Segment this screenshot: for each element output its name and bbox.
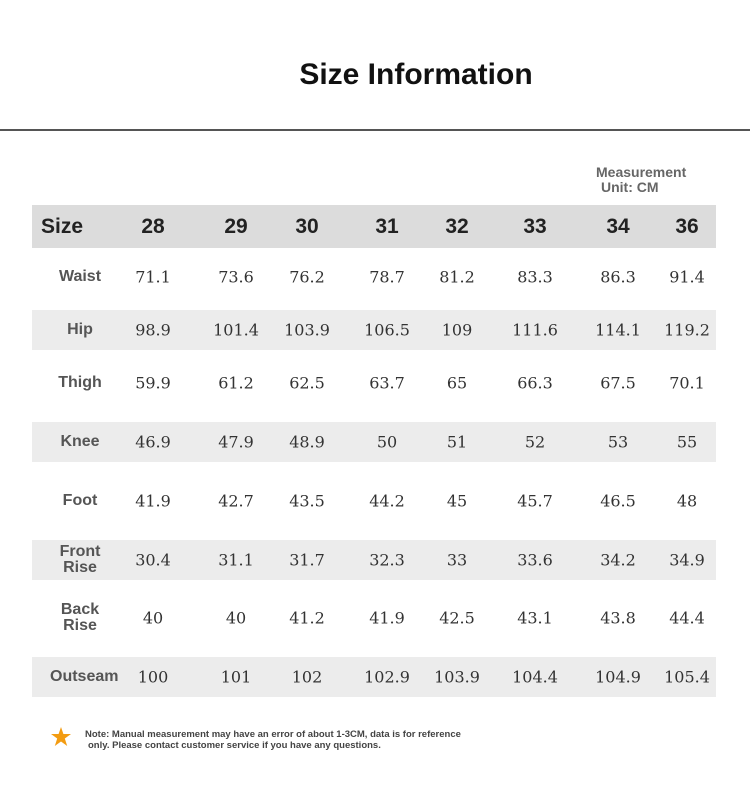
table-cell: 101.4 bbox=[213, 320, 259, 340]
table-cell: 43.8 bbox=[600, 608, 636, 628]
unit-line: Unit: CM bbox=[601, 179, 659, 195]
table-cell: 34.9 bbox=[669, 550, 705, 570]
table-cell: 53 bbox=[607, 432, 629, 452]
column-header: 33 bbox=[523, 215, 547, 238]
table-cell: 103.9 bbox=[284, 320, 330, 340]
table-cell: 31.7 bbox=[289, 550, 325, 570]
table-cell: 40 bbox=[142, 608, 164, 628]
table-cell: 104.4 bbox=[512, 667, 558, 687]
column-header: 28 bbox=[141, 215, 165, 238]
table-cell: 76.2 bbox=[289, 267, 325, 287]
row-label: Foot bbox=[62, 492, 98, 509]
title: Size Information bbox=[299, 58, 533, 91]
table-cell: 78.7 bbox=[369, 267, 405, 287]
table-cell: 46.5 bbox=[600, 491, 636, 511]
table-cell: 42.5 bbox=[439, 608, 475, 628]
column-header: 30 bbox=[295, 215, 319, 238]
row-band bbox=[32, 540, 716, 580]
table-cell: 71.1 bbox=[135, 267, 171, 287]
row-label: Knee bbox=[60, 433, 100, 450]
table-cell: 45 bbox=[446, 491, 468, 511]
column-header: 36 bbox=[675, 215, 699, 238]
table-cell: 106.5 bbox=[364, 320, 410, 340]
unit-line: Measurement bbox=[596, 164, 687, 180]
table-cell: 61.2 bbox=[218, 373, 254, 393]
row-label: Thigh bbox=[58, 374, 102, 391]
table-cell: 70.1 bbox=[669, 373, 705, 393]
table-cell: 104.9 bbox=[595, 667, 641, 687]
table-cell: 48 bbox=[676, 491, 698, 511]
table-cell: 34.2 bbox=[600, 550, 636, 570]
table-cell: 46.9 bbox=[135, 432, 171, 452]
table-cell: 42.7 bbox=[218, 491, 254, 511]
table-cell: 103.9 bbox=[434, 667, 480, 687]
column-header: 31 bbox=[375, 215, 399, 238]
note-line: Note: Manual measurement may have an err… bbox=[85, 729, 461, 740]
table-cell: 105.4 bbox=[664, 667, 710, 687]
table-cell: 51 bbox=[446, 432, 468, 452]
table-cell: 52 bbox=[524, 432, 546, 452]
table-cell: 73.6 bbox=[218, 267, 254, 287]
table-cell: 86.3 bbox=[600, 267, 636, 287]
table-cell: 32.3 bbox=[369, 550, 405, 570]
table-cell: 100 bbox=[137, 667, 169, 687]
table-cell: 63.7 bbox=[369, 373, 405, 393]
row-label: Hip bbox=[67, 321, 93, 338]
table-cell: 91.4 bbox=[669, 267, 705, 287]
table-cell: 55 bbox=[676, 432, 698, 452]
table-cell: 111.6 bbox=[512, 320, 558, 340]
table-cell: 43.1 bbox=[517, 608, 553, 628]
table-cell: 41.9 bbox=[369, 608, 405, 628]
row-band bbox=[32, 422, 716, 462]
table-cell: 33.6 bbox=[517, 550, 553, 570]
note-line: only. Please contact customer service if… bbox=[88, 740, 381, 751]
header-band bbox=[32, 205, 716, 248]
table-cell: 43.5 bbox=[289, 491, 325, 511]
row-label: Front Rise bbox=[59, 543, 101, 576]
table-cell: 41.2 bbox=[289, 608, 325, 628]
table-cell: 83.3 bbox=[517, 267, 553, 287]
row-label: Outseam bbox=[50, 668, 119, 685]
row-label: Waist bbox=[58, 268, 102, 285]
table-cell: 119.2 bbox=[664, 320, 710, 340]
table-cell: 44.2 bbox=[369, 491, 405, 511]
table-cell: 47.9 bbox=[218, 432, 254, 452]
column-header: Size bbox=[40, 215, 84, 238]
column-header: 32 bbox=[445, 215, 469, 238]
table-cell: 50 bbox=[376, 432, 398, 452]
table-cell: 41.9 bbox=[135, 491, 171, 511]
table-cell: 102.9 bbox=[364, 667, 410, 687]
table-cell: 66.3 bbox=[517, 373, 553, 393]
table-cell: 30.4 bbox=[135, 550, 171, 570]
table-cell: 67.5 bbox=[600, 373, 636, 393]
column-header: 29 bbox=[224, 215, 248, 238]
table-cell: 65 bbox=[446, 373, 468, 393]
table-cell: 101 bbox=[220, 667, 252, 687]
row-band bbox=[32, 657, 716, 697]
table-cell: 48.9 bbox=[289, 432, 325, 452]
row-band bbox=[32, 310, 716, 350]
table-cell: 81.2 bbox=[439, 267, 475, 287]
star-icon bbox=[51, 727, 71, 746]
table-cell: 62.5 bbox=[289, 373, 325, 393]
table-cell: 40 bbox=[225, 608, 247, 628]
table-cell: 102 bbox=[291, 667, 323, 687]
table-cell: 45.7 bbox=[517, 491, 553, 511]
column-header: 34 bbox=[606, 215, 630, 238]
divider bbox=[0, 129, 750, 131]
row-label: Back Rise bbox=[60, 601, 100, 634]
table-cell: 109 bbox=[441, 320, 473, 340]
table-cell: 31.1 bbox=[218, 550, 254, 570]
table-cell: 33 bbox=[446, 550, 468, 570]
table-cell: 59.9 bbox=[135, 373, 171, 393]
table-cell: 114.1 bbox=[595, 320, 641, 340]
table-cell: 44.4 bbox=[669, 608, 705, 628]
table-cell: 98.9 bbox=[135, 320, 171, 340]
